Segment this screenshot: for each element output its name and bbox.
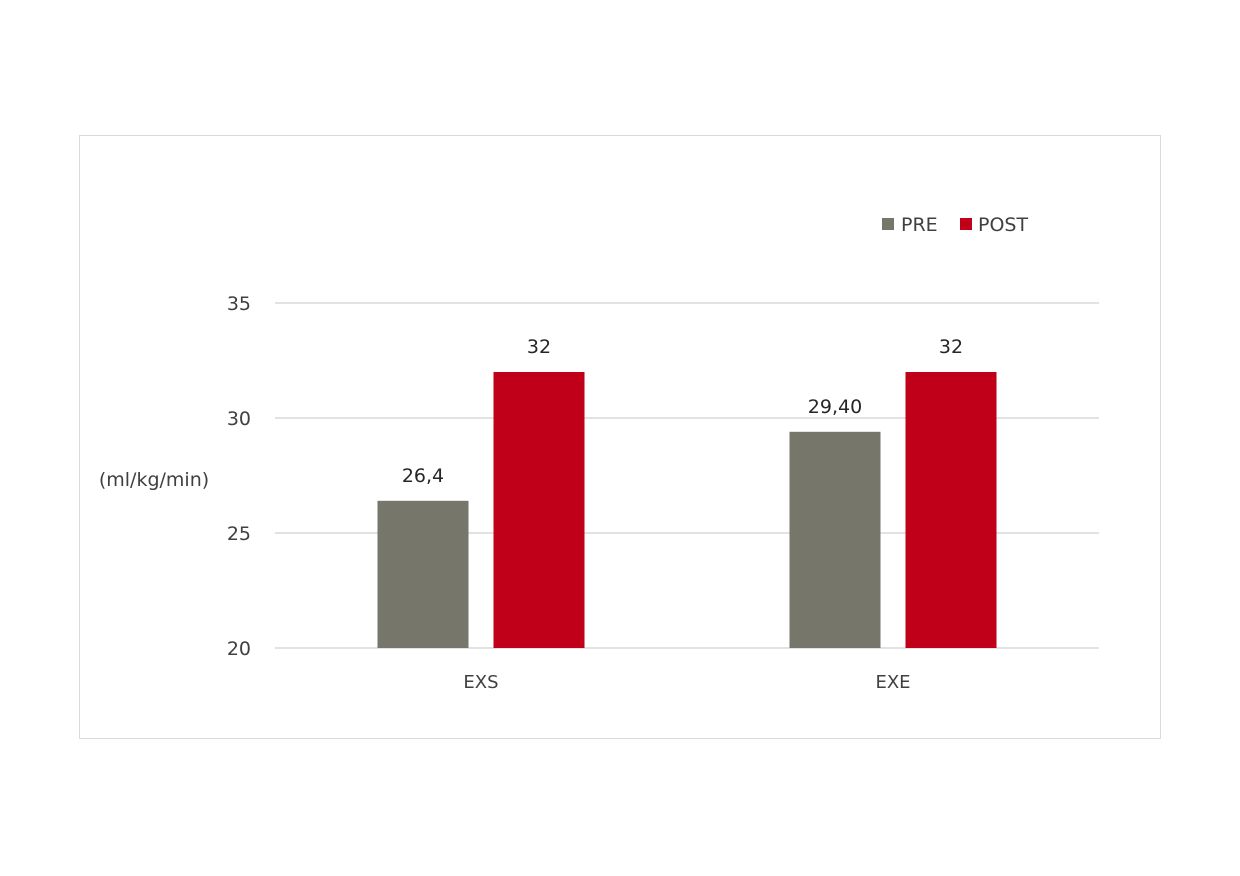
legend-swatch-post [960,218,972,230]
bar-pre-exe[interactable] [789,431,881,648]
data-label-pre-exe: 29,40 [808,396,862,418]
y-tick-label: 20 [227,638,251,660]
data-label-post-exs: 32 [527,336,551,358]
x-axis-categories: EXS EXE [463,672,910,693]
y-tick-label: 35 [227,293,251,315]
legend-label-post: POST [978,214,1028,236]
data-labels: 26,4 32 29,40 32 [402,336,963,487]
y-axis-label: (ml/kg/min) [99,469,209,491]
legend-label-pre: PRE [901,214,938,236]
bar-pre-exs[interactable] [377,500,469,648]
data-label-pre-exs: 26,4 [402,465,444,487]
legend-item-post[interactable]: POST [960,214,1028,236]
bars [377,372,997,648]
legend-item-pre[interactable]: PRE [882,214,938,236]
y-axis-ticks: 20 25 30 35 [227,293,251,660]
x-category-label: EXE [875,672,910,693]
y-tick-label: 30 [227,408,251,430]
bar-post-exs[interactable] [493,372,585,648]
data-label-post-exe: 32 [939,336,963,358]
x-category-label: EXS [463,672,498,693]
y-tick-label: 25 [227,523,251,545]
legend-swatch-pre [882,218,894,230]
bar-post-exe[interactable] [905,372,997,648]
legend[interactable]: PRE POST [882,214,1028,236]
